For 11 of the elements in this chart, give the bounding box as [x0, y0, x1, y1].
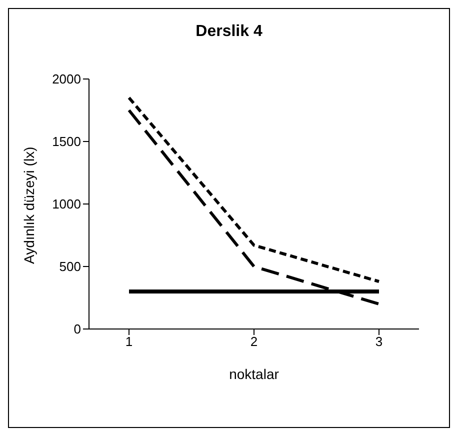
y-tick-label: 1500: [52, 134, 81, 150]
x-tick-label: 3: [375, 334, 383, 350]
x-axis-title: noktalar: [229, 366, 280, 382]
y-axis-title: Aydınlık düzeyi (lx): [20, 146, 37, 264]
y-tick-label: 500: [59, 259, 81, 274]
y-tick-label: 1000: [52, 196, 81, 212]
x-tick-label: 2: [250, 334, 258, 350]
y-tick-label: 0: [74, 322, 81, 337]
chart-title: Derslik 4: [194, 23, 264, 41]
y-tick-label: 2000: [52, 72, 81, 87]
x-tick-label: 1: [125, 334, 133, 350]
